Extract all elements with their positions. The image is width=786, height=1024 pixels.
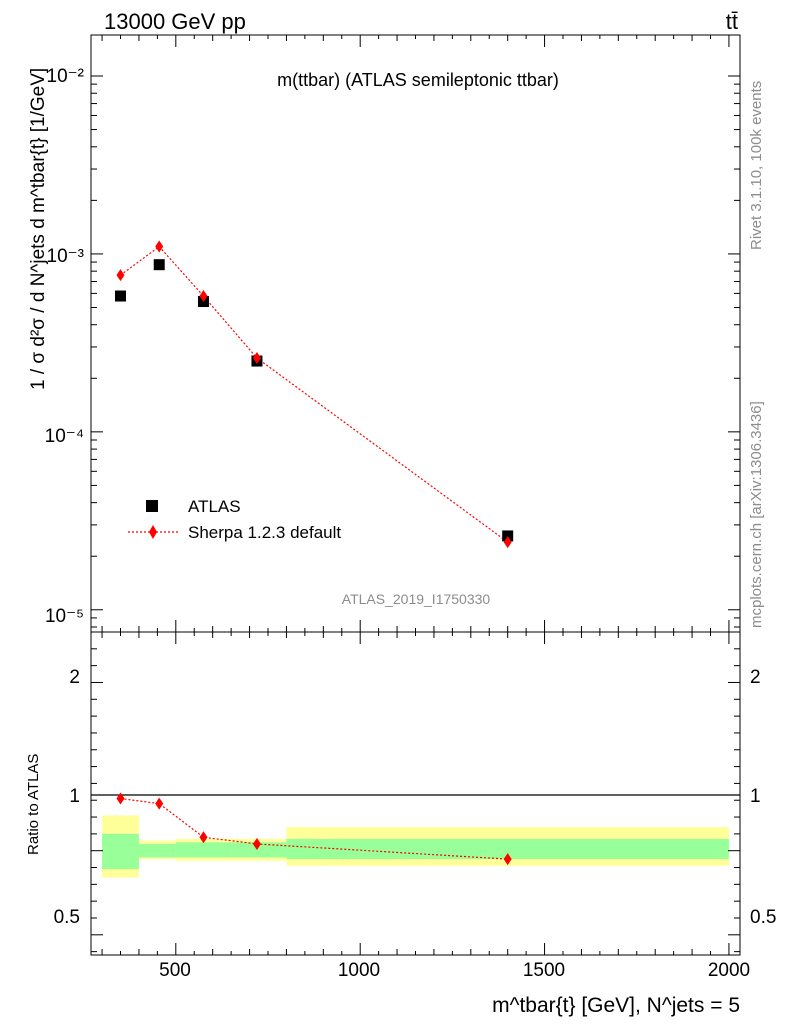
header-left-label: 13000 GeV pp [104, 9, 246, 34]
ratio-frame [90, 631, 741, 956]
main-ytick-label: 10⁻⁴ [45, 426, 84, 447]
analysis-label: ATLAS_2019_I1750330 [342, 591, 491, 607]
mcplots-label: mcplots.cern.ch [arXiv:1306.3436] [748, 401, 765, 628]
ratio-ytick-label-right: 2 [750, 667, 761, 688]
sherpa-marker [116, 269, 125, 282]
main-ylabel: 1 / σ d²σ / d N^jets d m^tbar{t} [1/GeV] [28, 68, 49, 390]
legend-atlas-marker [146, 500, 158, 512]
sherpa-marker [252, 352, 261, 365]
sherpa-marker [503, 536, 512, 549]
xtick-label: 2000 [708, 960, 750, 981]
xtick-label: 500 [159, 960, 191, 981]
rivet-label: Rivet 3.1.10, 100k events [748, 81, 765, 250]
ratio-ylabel: Ratio to ATLAS [25, 754, 42, 855]
main-ytick-label: 10⁻⁵ [45, 606, 84, 627]
main-panel: 10⁻² 10⁻³ 10⁻⁴ 10⁻⁵ m(ttbar) (ATLAS semi… [28, 34, 741, 633]
ratio-sherpa-marker [503, 853, 512, 866]
ratio-ytick-label-right: 0.5 [750, 907, 776, 928]
atlas-marker [502, 530, 514, 542]
inner-uncertainty-band [138, 843, 176, 858]
ratio-ytick-label: 1 [69, 786, 80, 807]
xlabel: m^tbar{t} [GeV], N^jets = 5 [492, 994, 740, 1017]
inner-uncertainty-band [102, 833, 139, 870]
ratio-axis-ticks [91, 632, 740, 955]
ratio-plot-series [116, 792, 512, 866]
ratio-uncertainty-bands [102, 815, 729, 878]
main-plot-series [115, 240, 514, 549]
ratio-ytick-label: 0.5 [54, 907, 80, 928]
ratio-sherpa-marker [116, 792, 125, 805]
xtick-label: 1500 [523, 960, 565, 981]
legend-sherpa-label: Sherpa 1.2.3 default [188, 523, 341, 542]
sherpa-marker [199, 290, 208, 303]
ratio-ytick-label-right: 1 [750, 786, 761, 807]
inner-uncertainty-band [175, 842, 232, 858]
ratio-sherpa-line [120, 797, 508, 860]
main-ytick-label: 10⁻² [47, 66, 85, 87]
sherpa-line [120, 245, 509, 543]
inner-uncertainty-band [286, 838, 729, 860]
ratio-sherpa-marker [155, 797, 164, 810]
legend-atlas-label: ATLAS [188, 497, 241, 516]
atlas-marker [153, 259, 165, 271]
ratio-sherpa-marker [199, 831, 208, 844]
sherpa-marker [155, 240, 164, 253]
xtick-label: 1000 [338, 960, 380, 981]
ratio-sherpa-marker [252, 837, 261, 850]
main-ytick-label: 10⁻³ [47, 246, 85, 267]
legend-sherpa-marker [149, 525, 157, 539]
main-title: m(ttbar) (ATLAS semileptonic ttbar) [277, 70, 559, 90]
ratio-ytick-label: 2 [69, 667, 80, 688]
ratio-panel: 2 1 0.5 2 1 0.5 500 1000 1500 2000 Ratio… [25, 631, 776, 1017]
header-right-label: tt̄ [726, 9, 738, 34]
inner-uncertainty-band [231, 842, 287, 858]
main-frame [90, 34, 741, 633]
main-axis-ticks [91, 35, 740, 632]
legend: ATLAS Sherpa 1.2.3 default [128, 497, 341, 542]
atlas-marker [115, 290, 126, 302]
